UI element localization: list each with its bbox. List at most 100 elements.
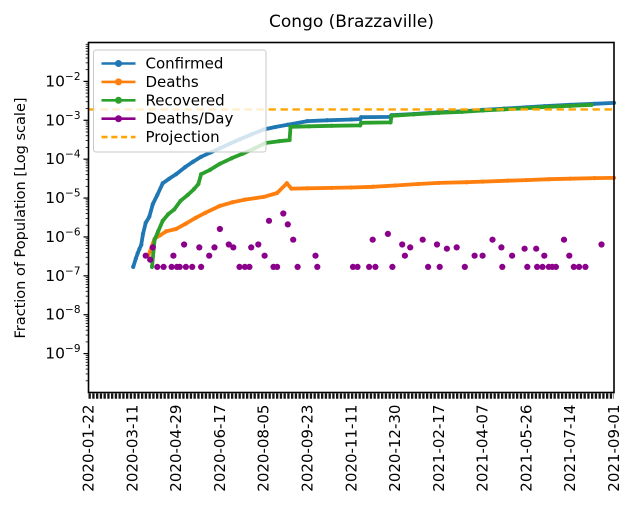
data-marker [165, 212, 171, 217]
scatter-point [598, 241, 605, 248]
data-marker [392, 183, 398, 188]
data-marker [436, 180, 441, 186]
data-marker [230, 200, 235, 205]
data-marker [135, 251, 140, 256]
legend-sample-marker [115, 60, 122, 67]
data-marker [152, 237, 157, 242]
scatter-point [170, 252, 177, 259]
y-tick-label: 10−6 [45, 226, 81, 246]
scatter-point [570, 263, 577, 270]
scatter-point [181, 241, 188, 248]
data-marker [464, 180, 469, 185]
data-marker [416, 181, 421, 187]
x-tick-label: 2021-04-07 [474, 405, 492, 492]
scatter-point [498, 244, 505, 251]
scatter-point [255, 241, 262, 248]
data-marker [459, 109, 465, 114]
scatter-point [261, 252, 268, 259]
scatter-point [189, 263, 196, 270]
data-marker [349, 185, 354, 190]
data-marker [505, 178, 510, 183]
data-marker [217, 161, 222, 166]
data-marker [568, 103, 573, 108]
scatter-point [168, 263, 175, 270]
scatter-point [576, 263, 583, 270]
scatter-point [294, 263, 301, 270]
data-marker [203, 210, 208, 215]
scatter-point [461, 263, 468, 270]
x-tick-label: 2021-09-01 [605, 405, 623, 492]
scatter-point [541, 252, 548, 259]
data-marker [147, 214, 152, 219]
data-marker [137, 246, 142, 252]
data-marker [217, 203, 222, 208]
data-marker [261, 194, 266, 200]
data-marker [155, 192, 160, 198]
legend-label: Deaths [146, 73, 199, 91]
scatter-point [225, 241, 232, 248]
legend-sample-marker [115, 96, 122, 104]
scatter-point [384, 230, 391, 237]
scatter-point [566, 252, 573, 259]
scatter-point [147, 256, 154, 263]
legend-label: Deaths/Day [146, 110, 234, 128]
data-marker [305, 186, 310, 191]
scatter-point [436, 263, 443, 270]
scatter-point [524, 263, 531, 270]
scatter-point [142, 252, 149, 259]
y-tick-label: 10−3 [45, 110, 80, 129]
legend-box [93, 49, 267, 153]
scatter-point [149, 244, 156, 251]
data-marker [196, 181, 201, 187]
scatter-point [284, 221, 291, 228]
x-tick-label: 2020-01-22 [80, 405, 98, 492]
data-marker [274, 190, 280, 196]
legend-sample-marker [115, 78, 122, 86]
data-marker [191, 186, 197, 192]
scatter-point [539, 263, 546, 270]
data-marker [242, 197, 247, 202]
scatter-point [560, 236, 568, 243]
scatter-point [354, 263, 361, 270]
scatter-point [499, 263, 506, 270]
x-tick-label: 2020-09-23 [298, 405, 316, 492]
data-marker [131, 264, 136, 269]
scatter-point [443, 245, 450, 252]
scatter-point [312, 252, 319, 259]
scatter-point [216, 225, 223, 233]
data-marker [388, 120, 393, 125]
data-marker [139, 242, 144, 248]
scatter-point [246, 263, 253, 270]
x-tick-label: 2020-08-05 [255, 405, 273, 492]
data-marker [589, 102, 594, 107]
data-marker [273, 124, 278, 130]
x-tick-label: 2020-06-17 [211, 405, 229, 492]
scatter-point [290, 236, 297, 243]
scatter-point [508, 252, 516, 259]
data-marker [143, 220, 148, 225]
scatter-point [182, 263, 189, 270]
series-line-deaths [146, 175, 616, 258]
data-marker [207, 167, 213, 172]
y-tick-label: 10−8 [45, 304, 80, 324]
x-tick-label: 2021-02-17 [430, 405, 448, 492]
scatter-point [236, 263, 243, 270]
scatter-point [241, 263, 248, 270]
scatter-point [211, 244, 218, 251]
scatter-point [230, 244, 237, 251]
data-marker [140, 231, 146, 236]
data-marker [349, 117, 354, 122]
scatter-point [425, 263, 432, 270]
data-marker [173, 172, 179, 177]
scatter-point [419, 236, 426, 243]
legend-label: Confirmed [146, 55, 224, 73]
data-marker [284, 181, 290, 186]
data-marker [166, 176, 172, 182]
data-marker [592, 176, 597, 181]
data-marker [160, 218, 165, 223]
scatter-point [389, 263, 396, 270]
scatter-point [265, 217, 273, 224]
data-marker [182, 165, 188, 170]
data-marker [183, 221, 189, 226]
